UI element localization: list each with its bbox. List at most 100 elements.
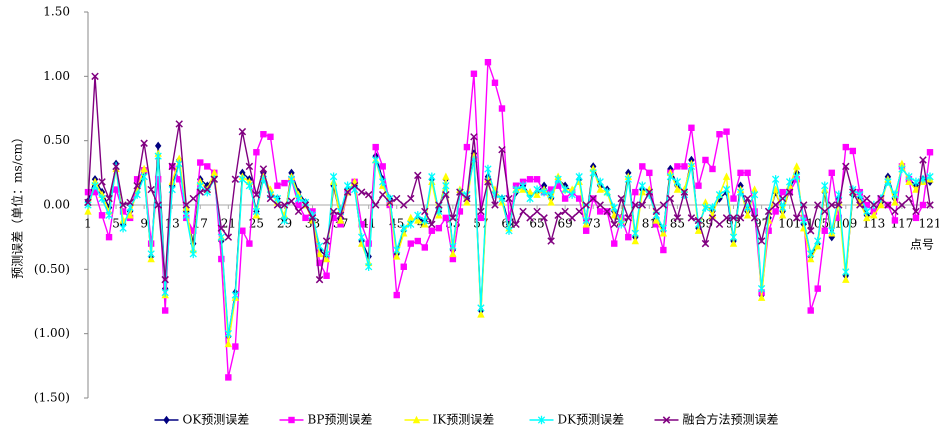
- marker: [757, 237, 766, 245]
- marker: [133, 181, 141, 190]
- marker: [204, 163, 211, 170]
- marker: [428, 227, 436, 234]
- marker: [870, 211, 878, 219]
- marker: [898, 201, 906, 209]
- marker: [294, 207, 303, 216]
- marker: [757, 284, 766, 293]
- marker: [540, 187, 548, 197]
- series: [84, 58, 934, 381]
- marker: [814, 285, 821, 292]
- marker: [253, 149, 260, 156]
- marker: [105, 194, 113, 203]
- marker: [414, 216, 422, 224]
- marker: [147, 240, 155, 247]
- marker: [442, 214, 450, 222]
- marker: [673, 214, 682, 222]
- marker: [645, 188, 654, 196]
- marker: [336, 216, 345, 224]
- marker: [512, 185, 520, 194]
- marker: [737, 169, 744, 177]
- marker: [638, 181, 646, 190]
- x-tick-label: 69: [557, 217, 572, 231]
- marker: [337, 221, 344, 228]
- marker: [821, 207, 829, 216]
- marker: [779, 188, 786, 196]
- marker: [182, 203, 190, 211]
- marker: [414, 237, 421, 245]
- marker: [126, 211, 134, 219]
- marker: [498, 194, 506, 203]
- marker: [870, 201, 878, 209]
- marker: [778, 211, 787, 219]
- marker: [638, 201, 647, 209]
- marker: [554, 211, 562, 220]
- marker: [561, 195, 569, 202]
- marker: [393, 291, 400, 299]
- marker: [175, 120, 183, 128]
- marker: [694, 226, 703, 234]
- marker: [610, 203, 618, 212]
- marker: [926, 201, 934, 209]
- marker: [231, 175, 240, 183]
- marker: [343, 188, 352, 196]
- marker: [329, 172, 338, 181]
- marker: [624, 175, 632, 184]
- marker: [617, 194, 625, 203]
- legend: OK预测误差 BP预测误差 IK预测误差 DK预测误差 融合方法预测误差: [154, 412, 779, 427]
- marker: [568, 214, 576, 222]
- marker: [729, 214, 738, 222]
- marker: [350, 181, 359, 190]
- marker: [646, 169, 653, 177]
- marker: [400, 201, 408, 209]
- marker: [575, 172, 583, 181]
- marker: [428, 172, 436, 181]
- marker: [477, 214, 485, 222]
- marker: [526, 176, 534, 183]
- marker: [807, 307, 814, 314]
- marker: [849, 188, 857, 196]
- marker: [828, 226, 836, 235]
- marker: [582, 216, 590, 225]
- marker: [154, 151, 162, 161]
- marker: [877, 194, 885, 203]
- marker: [463, 198, 471, 206]
- marker: [175, 159, 183, 169]
- marker: [793, 172, 801, 181]
- marker: [330, 214, 337, 222]
- marker: [196, 181, 204, 190]
- marker: [800, 216, 808, 225]
- marker: [287, 175, 296, 184]
- marker: [842, 275, 850, 283]
- marker: [814, 236, 822, 246]
- marker: [842, 267, 850, 277]
- marker: [750, 185, 759, 193]
- marker: [785, 188, 794, 196]
- marker: [442, 190, 450, 199]
- marker: [267, 133, 274, 141]
- marker: [807, 249, 815, 259]
- y-tick-label: 0.00: [43, 198, 70, 212]
- marker: [708, 203, 717, 212]
- marker: [863, 213, 871, 222]
- legend-marker: [163, 415, 170, 425]
- marker: [295, 201, 302, 209]
- marker: [666, 194, 675, 203]
- marker: [449, 249, 457, 258]
- marker: [652, 207, 661, 216]
- marker: [722, 214, 731, 222]
- marker: [778, 203, 787, 212]
- marker: [625, 233, 632, 241]
- marker: [575, 195, 583, 202]
- marker: [225, 374, 232, 381]
- marker: [84, 207, 92, 215]
- marker: [442, 172, 450, 180]
- x-tick-label: 65: [529, 217, 544, 231]
- marker: [708, 214, 717, 222]
- marker: [323, 272, 330, 279]
- marker: [190, 227, 197, 234]
- marker: [161, 307, 169, 314]
- marker: [393, 252, 401, 260]
- marker: [681, 163, 688, 170]
